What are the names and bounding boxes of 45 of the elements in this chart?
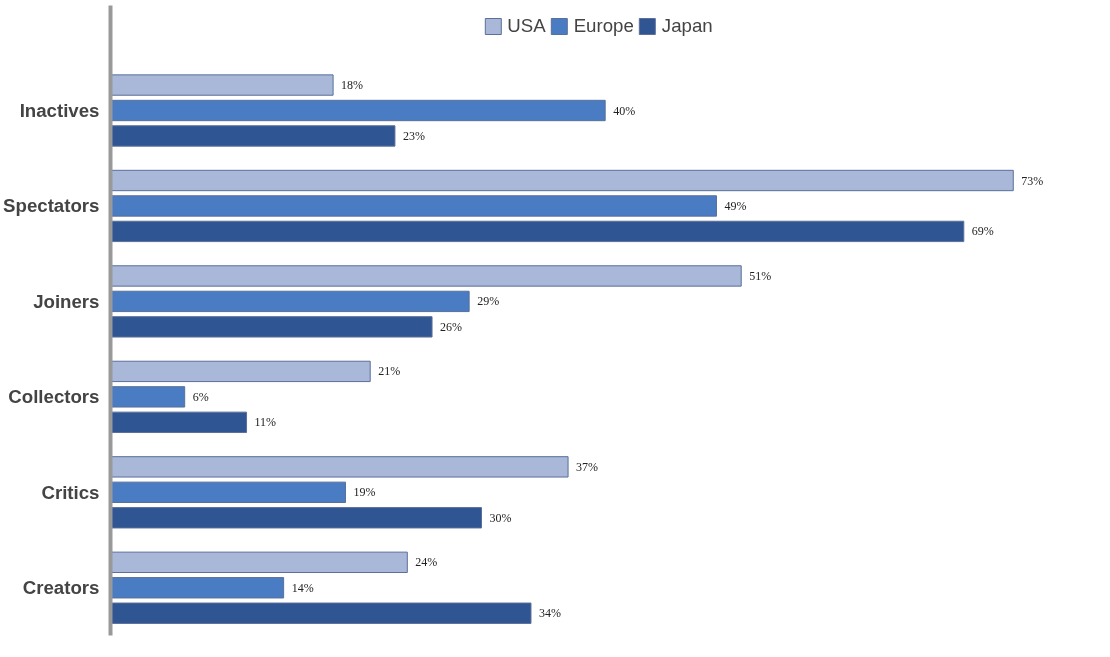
y-tick-label: Collectors: [8, 386, 100, 408]
data-label: 30%: [489, 510, 512, 525]
y-tick-label: Spectators: [3, 195, 100, 217]
data-label: 51%: [749, 268, 772, 283]
data-label: 23%: [402, 128, 425, 143]
y-tick-label: Joiners: [33, 290, 100, 312]
bar: [110, 220, 965, 243]
data-label: 24%: [415, 555, 438, 570]
bar: [110, 507, 482, 529]
bar: [110, 169, 1014, 192]
legend-label: Japan: [661, 15, 713, 37]
y-tick-label: Inactives: [19, 100, 100, 121]
data-label: 19%: [353, 485, 376, 500]
legend-label: Europe: [573, 15, 634, 37]
data-label: 11%: [254, 415, 277, 430]
data-label: 34%: [538, 606, 561, 621]
data-label: 29%: [477, 294, 500, 309]
data-label: 26%: [440, 319, 463, 334]
data-label: 21%: [378, 364, 401, 379]
data-label: 40%: [613, 103, 636, 118]
bar: [110, 290, 470, 313]
bar: [110, 456, 569, 478]
data-label: 18%: [341, 78, 364, 93]
data-label: 14%: [291, 580, 314, 595]
data-label: 69%: [971, 224, 994, 239]
data-label: 73%: [1021, 173, 1044, 188]
legend-label: USA: [507, 15, 546, 37]
y-tick-label: Creators: [22, 577, 100, 599]
y-tick-label: Critics: [41, 481, 100, 503]
bar: [110, 125, 396, 147]
bar: [110, 386, 186, 408]
bar: [110, 551, 408, 573]
bar: [110, 99, 606, 122]
bar: [110, 411, 248, 433]
bar: [110, 481, 346, 503]
data-label: 49%: [724, 198, 747, 213]
bar: [110, 74, 334, 96]
data-label: 6%: [192, 389, 209, 404]
data-label: 37%: [576, 459, 599, 474]
bar: [110, 316, 433, 338]
bar: [110, 602, 532, 624]
bar: [110, 195, 717, 217]
bar: [110, 577, 285, 599]
bar: [110, 360, 371, 383]
bar: [110, 265, 742, 287]
